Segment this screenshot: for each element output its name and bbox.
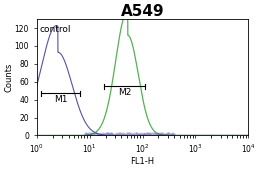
Text: M2: M2 [118, 88, 132, 97]
Text: control: control [39, 25, 71, 34]
X-axis label: FL1-H: FL1-H [131, 157, 155, 166]
Title: A549: A549 [121, 4, 164, 19]
Text: M1: M1 [54, 95, 67, 104]
Y-axis label: Counts: Counts [4, 63, 13, 92]
